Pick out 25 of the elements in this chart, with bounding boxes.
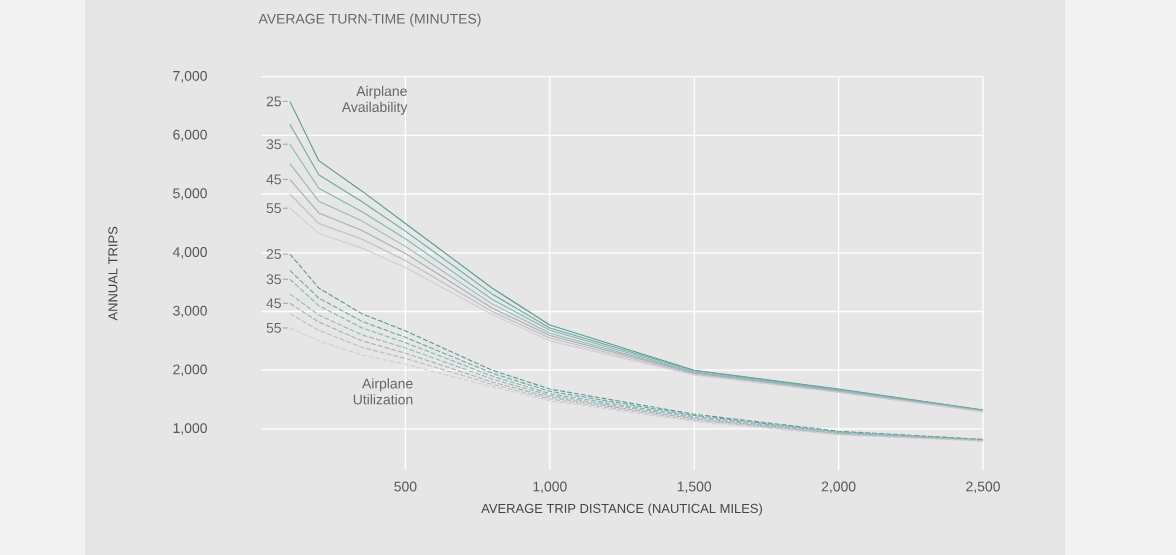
y-tick-label: 4,000 (172, 247, 207, 259)
x-tick-label: 2,500 (966, 481, 1000, 494)
y-tick-label: 2,000 (173, 364, 207, 376)
series-label: 35 (266, 139, 281, 150)
x-tick-label: 1,500 (677, 481, 712, 494)
x-tick-label: 1,000 (533, 481, 567, 494)
series-label: 25 (266, 249, 281, 259)
x-tick-label: 500 (394, 481, 417, 492)
y-tick-label: 7,000 (173, 70, 207, 83)
x-axis-title: AVERAGE TRIP DISTANCE (NAUTICAL MILES) (481, 503, 762, 516)
series-label: 55 (266, 203, 281, 214)
y-tick-label: 6,000 (173, 129, 207, 142)
series-label: 35 (266, 274, 281, 285)
y-tick-label: 5,000 (173, 188, 207, 200)
y-tick-label: 1,000 (173, 423, 207, 435)
y-axis-title: ANNUAL TRIPS (108, 226, 118, 321)
y-tick-label: 3,000 (173, 305, 207, 318)
annotation: Airplane Availability (341, 85, 408, 115)
series-label: 25 (266, 96, 281, 107)
annotation: Airplane Utilization (353, 378, 413, 405)
chart-title: AVERAGE TURN-TIME (MINUTES) (258, 13, 481, 27)
series-label: 55 (266, 323, 281, 333)
series-label: 45 (266, 298, 281, 309)
series-label: 45 (266, 174, 281, 185)
x-tick-label: 2,000 (821, 481, 856, 494)
